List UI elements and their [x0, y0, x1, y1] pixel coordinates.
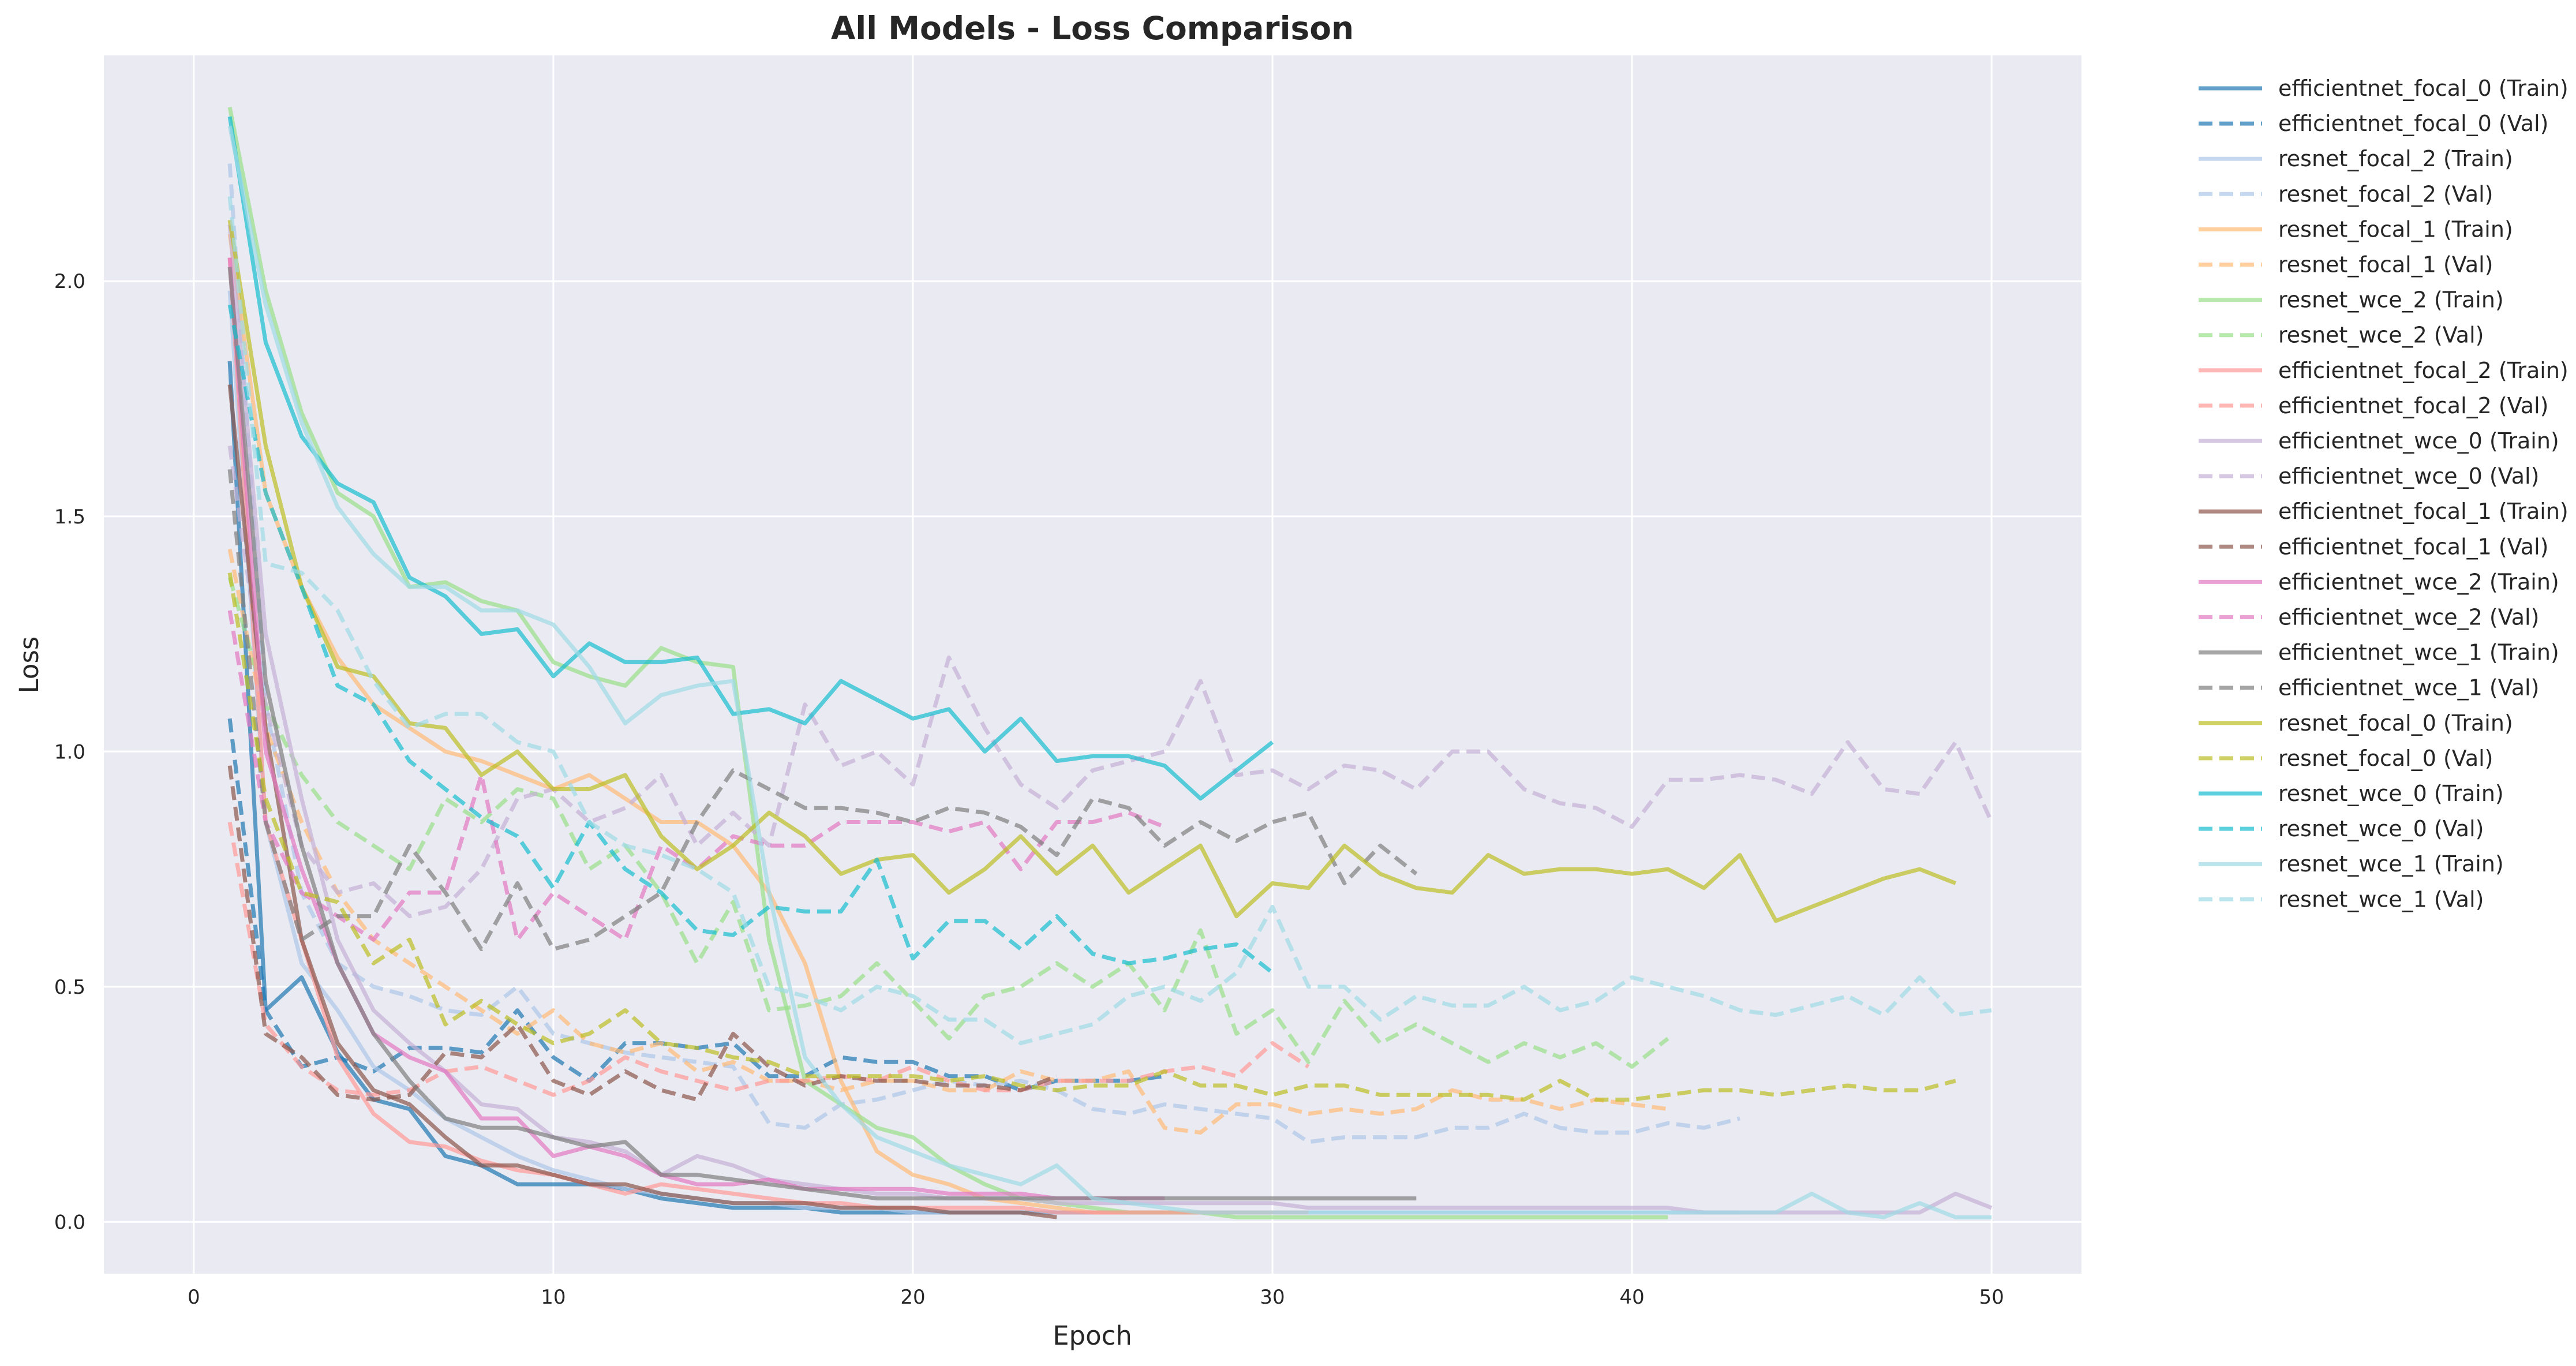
x-tick-label: 0	[188, 1286, 200, 1309]
y-axis-label: Loss	[14, 637, 44, 694]
legend-label: resnet_focal_1 (Val)	[2278, 252, 2493, 278]
legend-label: resnet_wce_0 (Train)	[2278, 781, 2504, 806]
resnet_wce_0-train-line	[227, 116, 1274, 801]
legend-label: efficientnet_focal_2 (Train)	[2278, 358, 2568, 383]
legend-label: efficientnet_wce_0 (Val)	[2278, 463, 2539, 489]
legend-label: efficientnet_wce_1 (Train)	[2278, 640, 2559, 665]
efficientnet_focal_1-val-line	[227, 765, 1058, 1102]
legend-label: resnet_focal_2 (Train)	[2278, 146, 2513, 171]
x-tick-label: 50	[1979, 1286, 2004, 1309]
efficientnet_wce_0-val-line	[227, 446, 1994, 919]
x-tick-label: 30	[1260, 1286, 1285, 1309]
resnet_wce_1-train-line	[227, 125, 1992, 1219]
legend-label: efficientnet_focal_1 (Train)	[2278, 499, 2568, 524]
series-lines	[227, 107, 1994, 1219]
legend-label: resnet_focal_2 (Val)	[2278, 181, 2493, 207]
axis-ticks: 0 10 20 30 40 50 0.0 0.5 1.0 1.5 2.0	[54, 270, 2004, 1309]
legend-label: efficientnet_wce_2 (Val)	[2278, 605, 2539, 630]
legend-label: resnet_focal_0 (Train)	[2278, 710, 2513, 736]
legend-label: resnet_focal_1 (Train)	[2278, 216, 2513, 242]
legend-label: resnet_focal_0 (Val)	[2278, 746, 2493, 771]
efficientnet_focal_2-val-line	[227, 821, 1310, 1097]
resnet_focal_0-train-line	[227, 219, 1957, 923]
resnet_focal_0-val-line	[227, 572, 1956, 1102]
resnet_focal_1-val-line	[227, 549, 1668, 1135]
resnet_wce_2-val-line	[227, 577, 1669, 1069]
legend: efficientnet_focal_0 (Train) efficientnet…	[2199, 76, 2568, 912]
y-tick-label: 0.0	[54, 1211, 85, 1234]
x-tick-label: 20	[900, 1286, 925, 1309]
x-tick-label: 10	[541, 1286, 566, 1309]
legend-label: efficientnet_wce_1 (Val)	[2278, 675, 2539, 701]
y-tick-label: 1.0	[54, 740, 85, 764]
y-tick-label: 1.5	[54, 506, 85, 529]
efficientnet_wce_2-train-line	[227, 257, 1165, 1201]
legend-label: resnet_wce_2 (Val)	[2278, 323, 2484, 348]
efficientnet_wce_1-train-line	[227, 267, 1417, 1201]
efficientnet_focal_1-train-line	[227, 384, 1057, 1219]
grid-lines	[104, 55, 2081, 1274]
x-axis-label: Epoch	[1053, 1320, 1132, 1351]
plot-area	[104, 55, 2081, 1274]
legend-label: efficientnet_focal_1 (Val)	[2278, 534, 2548, 559]
y-tick-label: 2.0	[54, 270, 85, 293]
resnet_wce_0-val-line	[227, 304, 1274, 975]
legend-label: resnet_wce_1 (Val)	[2278, 886, 2484, 912]
legend-label: efficientnet_focal_0 (Val)	[2278, 111, 2548, 136]
legend-label: efficientnet_focal_2 (Val)	[2278, 393, 2548, 418]
legend-label: efficientnet_wce_2 (Train)	[2278, 569, 2559, 594]
resnet_wce_1-val-line	[227, 196, 1992, 1046]
efficientnet_wce_1-val-line	[227, 469, 1418, 952]
efficientnet_wce_2-val-line	[227, 610, 1166, 942]
y-tick-label: 0.5	[54, 976, 85, 999]
efficientnet_focal_2-train-line	[227, 257, 1309, 1215]
legend-label: efficientnet_wce_0 (Train)	[2278, 428, 2559, 454]
legend-label: resnet_wce_0 (Val)	[2278, 816, 2484, 841]
chart-title: All Models - Loss Comparison	[831, 10, 1354, 47]
legend-label: resnet_wce_2 (Train)	[2278, 287, 2504, 313]
legend-label: efficientnet_focal_0 (Train)	[2278, 76, 2568, 101]
x-tick-label: 40	[1620, 1286, 1645, 1309]
legend-label: resnet_wce_1 (Train)	[2278, 851, 2504, 877]
